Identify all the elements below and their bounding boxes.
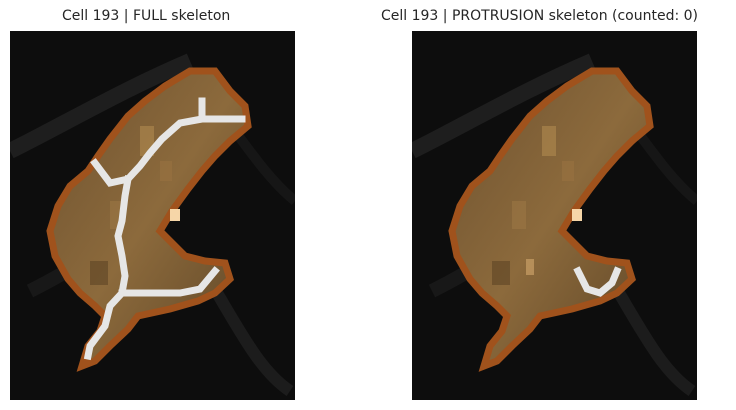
microscopy-canvas-full	[10, 31, 295, 400]
cell-image-full	[10, 31, 295, 400]
skeleton-protrusion	[573, 266, 622, 297]
skeleton-full	[83, 97, 246, 361]
microscopy-canvas-protrusion	[412, 31, 697, 400]
panel-title-full: Cell 193 | FULL skeleton	[62, 8, 231, 24]
panel-title-protrusion: Cell 193 | PROTRUSION skeleton (counted:…	[381, 8, 699, 24]
cell-image-protrusion	[412, 31, 697, 400]
